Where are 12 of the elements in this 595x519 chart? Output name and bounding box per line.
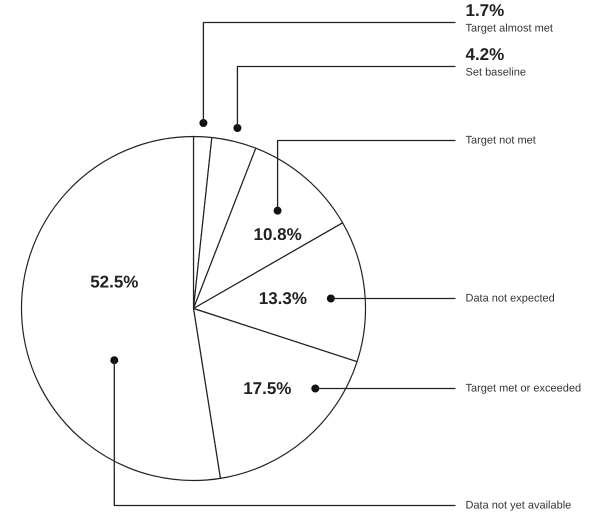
data-label: 13.3% xyxy=(258,289,307,308)
slice-label: Data not expected xyxy=(466,292,555,304)
slice-label: Set baseline xyxy=(466,66,526,78)
data-label: 17.5% xyxy=(243,379,292,398)
data-label: 4.2% xyxy=(466,45,504,64)
data-label: 10.8% xyxy=(253,225,302,244)
data-label: 52.5% xyxy=(90,272,138,292)
slice-label: Target not met xyxy=(466,134,536,146)
slice-label: Target met or exceeded xyxy=(466,382,582,394)
slice-label: Target almost met xyxy=(466,22,553,34)
data-label: 1.7% xyxy=(466,1,504,20)
slice-label: Data not yet available xyxy=(466,500,572,512)
